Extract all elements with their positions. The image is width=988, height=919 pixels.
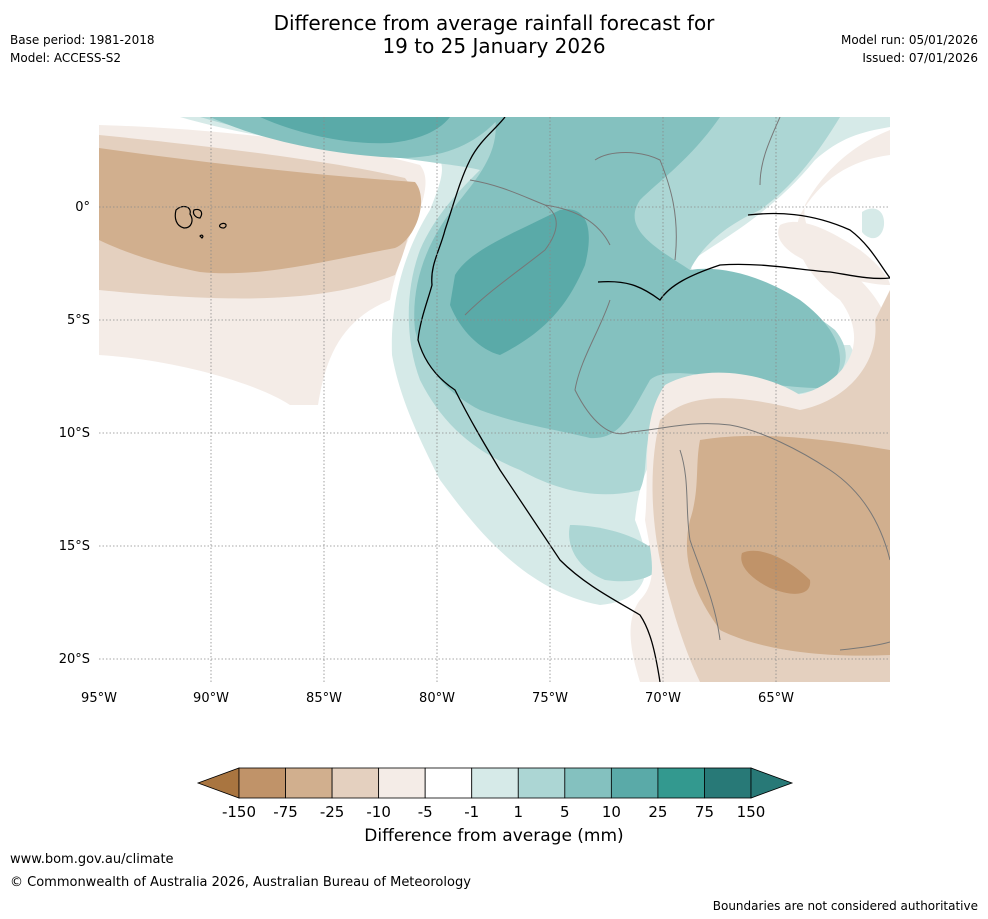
lon-label: 80°W bbox=[419, 691, 455, 706]
anomaly-dry-northeast-patch bbox=[778, 221, 890, 285]
model-run-date: Model run: 05/01/2026 bbox=[840, 33, 978, 47]
colorbar-swatch bbox=[378, 767, 426, 799]
colorbar-label: 10 bbox=[602, 803, 621, 821]
anomaly-dry-pacific-inner bbox=[99, 148, 422, 274]
lon-label: 75°W bbox=[532, 691, 568, 706]
anomaly-wet-south-coast bbox=[569, 525, 661, 582]
colorbar: -150 -75 -25 -10 -5 -1 1 5 10 25 75 150 bbox=[196, 767, 794, 821]
model-name: Model: ACCESS-S2 bbox=[10, 51, 122, 65]
coastline-northeast bbox=[597, 212, 890, 301]
colorbar-swatch bbox=[285, 767, 333, 799]
lon-label: 95°W bbox=[81, 691, 117, 706]
colorbar-label: 25 bbox=[648, 803, 667, 821]
anomaly-wet-strong-andes bbox=[450, 209, 589, 355]
lon-label: 65°W bbox=[758, 691, 794, 706]
colorbar-label: -75 bbox=[273, 803, 298, 821]
colorbar-swatch bbox=[424, 767, 473, 799]
lon-label: 90°W bbox=[193, 691, 229, 706]
country-borders bbox=[464, 117, 890, 651]
colorbar-label: -150 bbox=[222, 803, 256, 821]
colorbar-swatch bbox=[238, 767, 286, 799]
colorbar-label: 1 bbox=[513, 803, 523, 821]
lat-label: 20°S bbox=[59, 652, 90, 667]
title-line-1: Difference from average rainfall forecas… bbox=[273, 11, 715, 35]
colorbar-title: Difference from average (mm) bbox=[364, 826, 624, 846]
anomaly-wet-northeast-patch bbox=[862, 208, 885, 239]
colorbar-extend-low bbox=[196, 767, 240, 799]
issued-date: Issued: 07/01/2026 bbox=[862, 51, 978, 65]
lat-label: 10°S bbox=[59, 426, 90, 441]
lon-label: 85°W bbox=[306, 691, 342, 706]
colorbar-extend-high bbox=[750, 767, 794, 799]
colorbar-label: 75 bbox=[695, 803, 714, 821]
colorbar-label: -5 bbox=[418, 803, 433, 821]
metadata-left: Base period: 1981-2018 Model: ACCESS-S2 bbox=[10, 31, 155, 67]
lat-label: 0° bbox=[75, 200, 90, 215]
lat-label: 5°S bbox=[67, 313, 90, 328]
gridlines bbox=[99, 117, 890, 682]
colorbar-swatch bbox=[704, 767, 752, 799]
colorbar-label: -1 bbox=[464, 803, 479, 821]
latitude-labels: 0° 5°S 10°S 15°S 20°S bbox=[59, 200, 90, 667]
colorbar-swatch bbox=[517, 767, 566, 799]
colorbar-swatch bbox=[331, 767, 380, 799]
anomaly-dry-south-inner bbox=[686, 435, 890, 656]
metadata-right: Model run: 05/01/2026 Issued: 07/01/2026 bbox=[841, 31, 978, 67]
colorbar-label: -25 bbox=[320, 803, 345, 821]
colorbar-swatch bbox=[471, 767, 519, 799]
colorbar-label: 5 bbox=[560, 803, 570, 821]
map-plot-area bbox=[99, 117, 890, 682]
base-period: Base period: 1981-2018 bbox=[10, 33, 155, 47]
title-line-2: 19 to 25 January 2026 bbox=[382, 34, 606, 58]
footer-url[interactable]: www.bom.gov.au/climate bbox=[10, 852, 174, 867]
longitude-labels: 95°W 90°W 85°W 80°W 75°W 70°W 65°W bbox=[81, 691, 794, 706]
footer-disclaimer: Boundaries are not considered authoritat… bbox=[712, 899, 978, 913]
colorbar-label: -10 bbox=[366, 803, 391, 821]
footer-copyright: © Commonwealth of Australia 2026, Austra… bbox=[10, 875, 471, 890]
lon-label: 70°W bbox=[645, 691, 681, 706]
map-title: Difference from average rainfall forecas… bbox=[0, 12, 988, 58]
colorbar-label: 150 bbox=[737, 803, 766, 821]
anomaly-wet-strong-north bbox=[260, 117, 450, 144]
coastline bbox=[417, 117, 661, 682]
colorbar-swatch bbox=[564, 767, 612, 799]
galapagos-islands bbox=[174, 205, 227, 239]
colorbar-swatch bbox=[657, 767, 705, 799]
lat-label: 15°S bbox=[59, 539, 90, 554]
colorbar-swatch bbox=[610, 767, 659, 799]
